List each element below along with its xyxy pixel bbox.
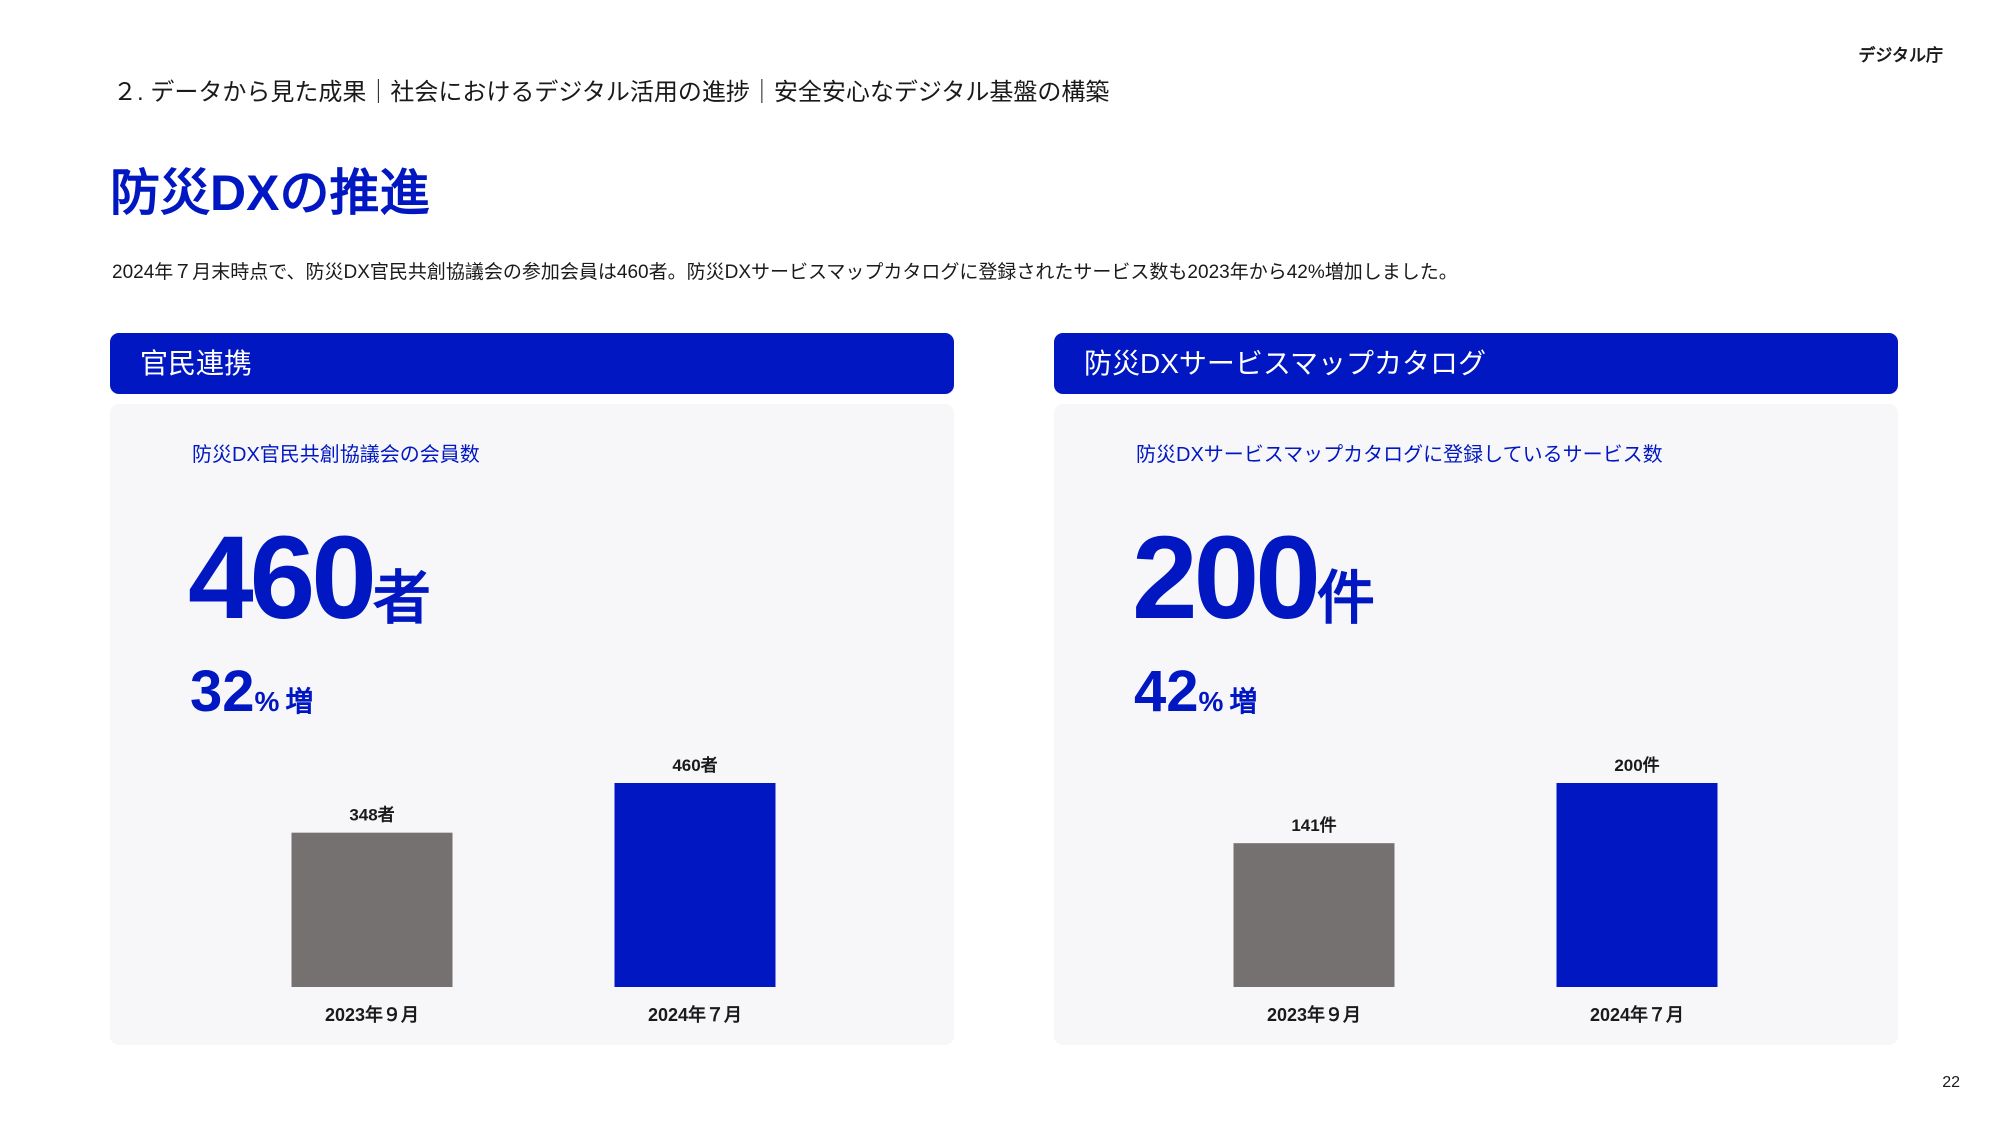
bar [291, 832, 453, 987]
growth-word: 増 [1229, 686, 1257, 717]
value-label: 348者 [349, 805, 394, 825]
lead-text: 2024年７月末時点で、防災DX官民共創協議会の参加会員は460者。防災DXサー… [112, 261, 1458, 283]
x-tick-label: 2024年７月 [648, 1004, 742, 1025]
growth-word: 増 [285, 686, 313, 717]
panel-body [1054, 404, 1898, 1045]
page-title: 防災DXの推進 [110, 165, 429, 221]
value-label: 460者 [672, 755, 717, 775]
panel-header [1054, 333, 1898, 394]
stat-number: 200 [1132, 512, 1317, 644]
panel-body [110, 404, 954, 1045]
growth: 42% 増 [1134, 659, 1257, 724]
growth-number: 42 [1134, 659, 1199, 724]
chart-caption: 防災DX官民共創協議会の会員数 [192, 443, 480, 466]
panel-heading: 防災DXサービスマップカタログ [1084, 348, 1486, 379]
stat-number: 460 [188, 512, 373, 644]
logo: デジタル庁 [1858, 45, 1943, 65]
page-number: 22 [1942, 1074, 1960, 1091]
x-tick-label: 2023年９月 [325, 1004, 419, 1025]
stat-unit: 者 [373, 566, 431, 631]
growth: 32% 増 [190, 659, 313, 724]
stat: 460者 [188, 512, 431, 644]
x-tick-label: 2023年９月 [1267, 1004, 1361, 1025]
bar [1556, 783, 1718, 987]
value-label: 141件 [1291, 815, 1336, 835]
panel-header [110, 333, 954, 394]
x-tick-label: 2024年７月 [1590, 1004, 1684, 1025]
value-label: 200件 [1614, 755, 1659, 775]
bar [1233, 843, 1395, 987]
stat: 200件 [1132, 512, 1375, 644]
stat-unit: 件 [1317, 566, 1375, 631]
growth-unit: % [1199, 686, 1224, 717]
chart-caption: 防災DXサービスマップカタログに登録しているサービス数 [1136, 443, 1663, 466]
growth-unit: % [255, 686, 280, 717]
growth-number: 32 [190, 659, 255, 724]
panel-heading: 官民連携 [140, 348, 252, 379]
bar [614, 783, 776, 987]
breadcrumb: ２. データから見た成果｜社会におけるデジタル活用の進捗｜安全安心なデジタル基盤… [113, 79, 1109, 106]
